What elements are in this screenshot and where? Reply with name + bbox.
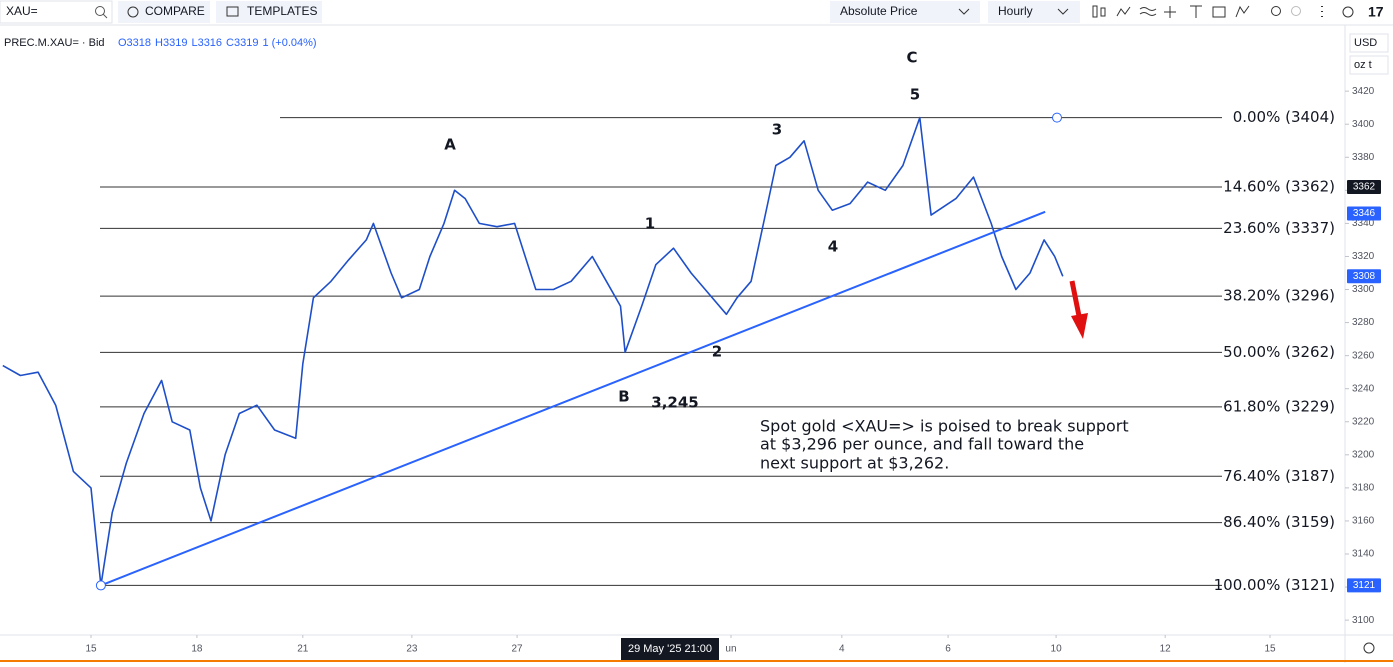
plot: 3100312031403160318032003220324032603280… xyxy=(2,86,1375,655)
price-tag xyxy=(1347,180,1381,195)
symbol-box[interactable] xyxy=(0,0,113,24)
y-tick-label: 3340 xyxy=(1352,218,1375,229)
settings-icon[interactable] xyxy=(1363,642,1375,654)
y-tick-label: 3280 xyxy=(1352,317,1375,328)
legend-ohlc-item: O3318 xyxy=(118,37,151,49)
tool-icons[interactable] xyxy=(1092,5,1354,18)
price-tag-label: 3308 xyxy=(1353,271,1376,282)
y-tick-label: 3300 xyxy=(1352,284,1375,295)
price-tag xyxy=(1347,206,1381,221)
wave-label: 2 xyxy=(712,343,722,361)
interval[interactable]: Hourly xyxy=(998,4,1033,18)
legend-ohlc-item: H3319 xyxy=(155,37,187,49)
x-tick-label: 21 xyxy=(297,644,309,655)
price-mode-select[interactable] xyxy=(830,1,980,23)
trendline xyxy=(100,210,1046,587)
annotation-line: at $3,296 per ounce, and fall toward the xyxy=(760,435,1084,454)
templates[interactable]: TEMPLATES xyxy=(247,4,317,18)
legend-ohlc-item: L3316 xyxy=(191,37,222,49)
x-tick-label: 15 xyxy=(1264,644,1276,655)
fib-label: 86.40% (3159) xyxy=(1223,513,1335,531)
interval-select[interactable] xyxy=(988,1,1080,23)
y-tick-label: 3220 xyxy=(1352,416,1375,427)
symbol[interactable]: XAU= xyxy=(6,4,38,18)
x-tick-label: 6 xyxy=(945,644,951,655)
arrow xyxy=(1069,280,1082,317)
y-tick-label: 3380 xyxy=(1352,152,1375,163)
wave-label: 1 xyxy=(645,215,655,233)
fib-label: 50.00% (3262) xyxy=(1223,343,1335,361)
wave-label: 4 xyxy=(828,238,838,256)
legend-ohlc-item: 1 (+0.04%) xyxy=(262,37,316,49)
search-icon[interactable] xyxy=(95,6,105,16)
y-tick-label: 3100 xyxy=(1352,615,1375,626)
y-tick-label: 3320 xyxy=(1352,251,1375,262)
fib-handle xyxy=(1052,112,1062,123)
y-tick-label: 3180 xyxy=(1352,483,1375,494)
legend-ohlc: O3318 H3319 L3316 C3319 1 (+0.04%) xyxy=(118,37,317,49)
currency-select[interactable] xyxy=(1349,33,1389,53)
price-tag-label: 3121 xyxy=(1353,580,1376,591)
compare-icon xyxy=(127,6,139,18)
unit-select[interactable] xyxy=(1349,55,1389,75)
unit[interactable]: oz t xyxy=(1354,59,1372,71)
price-tag-label: 3362 xyxy=(1353,182,1376,193)
x-tick-label: 4 xyxy=(839,644,845,655)
compare[interactable]: COMPARE xyxy=(145,4,205,18)
arrow-head xyxy=(1071,313,1088,339)
chevron xyxy=(958,8,970,15)
wave-label: 3 xyxy=(772,121,782,139)
y-tick-label: 3400 xyxy=(1352,119,1375,130)
search-icon xyxy=(102,13,108,19)
y-tick-label: 3200 xyxy=(1352,449,1375,460)
toolbar: XAU= COMPARE TEMPLATES Absolute Price Ho… xyxy=(0,0,1393,26)
x-tick-label: 10 xyxy=(1051,644,1063,655)
wave-label: A xyxy=(444,136,456,154)
price-line xyxy=(2,116,1064,587)
fib-label: 0.00% (3404) xyxy=(1233,108,1335,126)
price-tag xyxy=(1347,578,1381,593)
wave-label: 3,245 xyxy=(651,394,698,412)
wave-label: C xyxy=(906,49,917,67)
crosshair-box xyxy=(621,638,719,660)
y-tick-label: 3420 xyxy=(1352,86,1375,97)
trend-handle xyxy=(95,580,106,591)
templates-button[interactable] xyxy=(216,1,322,23)
x-tick-label: 27 xyxy=(512,644,524,655)
chevron xyxy=(1057,8,1069,15)
crosshair-label: 29 May '25 21:00 xyxy=(628,643,712,655)
annotation-line: Spot gold <XAU=> is poised to break supp… xyxy=(760,417,1129,436)
x-tick-label: 12 xyxy=(1160,644,1172,655)
wave-label: 5 xyxy=(910,86,920,104)
price-mode[interactable]: Absolute Price xyxy=(840,4,918,18)
x-tick-label: 18 xyxy=(191,644,203,655)
logo: 17 xyxy=(1368,4,1384,20)
price-tag xyxy=(1347,269,1381,284)
legend-ohlc-item: C3319 xyxy=(226,37,258,49)
fib-label: 76.40% (3187) xyxy=(1223,467,1335,485)
legend-name: PREC.M.XAU= · Bid xyxy=(4,37,105,49)
currency[interactable]: USD xyxy=(1354,37,1377,49)
fib-label: 23.60% (3337) xyxy=(1223,219,1335,237)
x-tick-label: un xyxy=(725,644,736,655)
y-tick-label: 3160 xyxy=(1352,516,1375,527)
fib-label: 14.60% (3362) xyxy=(1223,178,1335,196)
x-tick-label: 23 xyxy=(406,644,418,655)
price-tag-label: 3346 xyxy=(1353,208,1376,219)
templates-icon xyxy=(226,6,239,17)
annotation-line: next support at $3,262. xyxy=(760,454,949,473)
y-tick-label: 3140 xyxy=(1352,549,1375,560)
x-tick-label: 15 xyxy=(85,644,97,655)
wave-label: B xyxy=(618,388,629,406)
fib-label: 38.20% (3296) xyxy=(1223,287,1335,305)
compare-button[interactable] xyxy=(118,1,210,23)
fib-label: 61.80% (3229) xyxy=(1223,397,1335,415)
fib-label: 100.00% (3121) xyxy=(1214,576,1335,594)
y-tick-label: 3240 xyxy=(1352,383,1375,394)
y-tick-label: 3260 xyxy=(1352,350,1375,361)
